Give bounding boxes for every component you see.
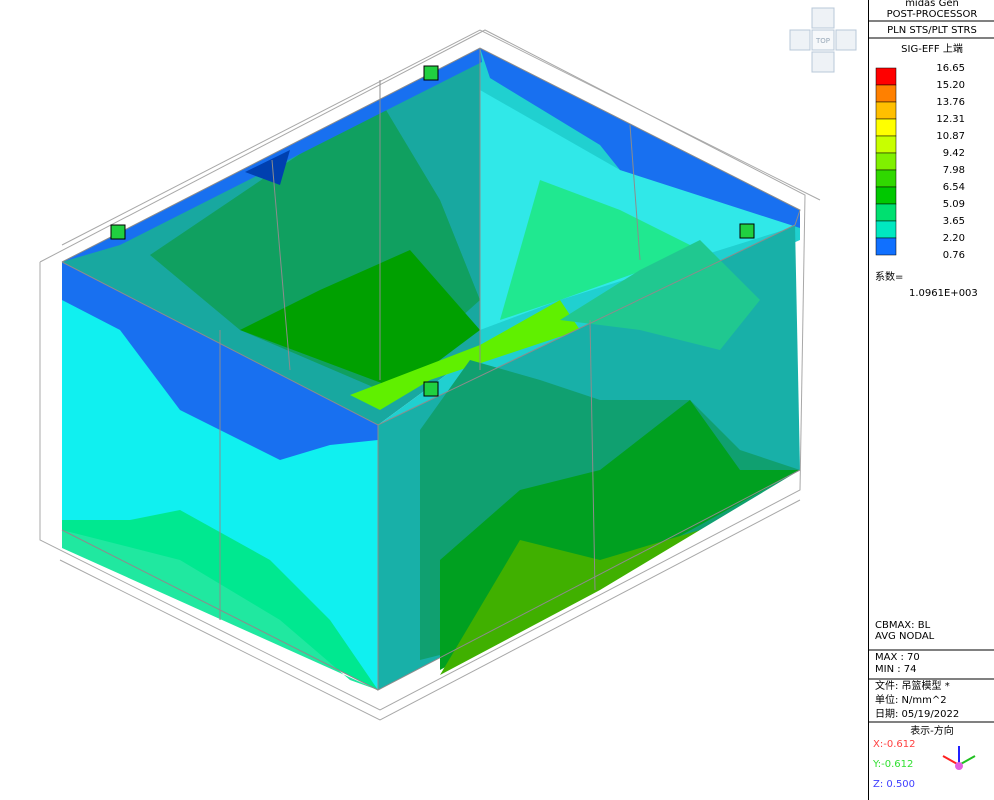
color-swatch xyxy=(875,169,897,188)
contour-region xyxy=(240,250,480,390)
date: 日期: 05/19/2022 xyxy=(875,708,959,720)
node-marker xyxy=(423,65,439,81)
scale-label: 0.76 xyxy=(943,250,965,261)
wire-frame xyxy=(39,29,806,711)
contour-region xyxy=(350,300,580,410)
wire-frame xyxy=(61,47,801,426)
app-name: midas Gen xyxy=(905,0,959,9)
wire-frame xyxy=(61,29,821,246)
color-swatch xyxy=(875,67,897,86)
contour-region xyxy=(440,470,800,675)
color-swatch xyxy=(875,237,897,256)
scale-label: 6.54 xyxy=(943,182,965,193)
scale-label: 15.20 xyxy=(936,80,965,91)
color-swatch xyxy=(875,118,897,137)
color-swatch xyxy=(875,101,897,120)
result-type: PLN STS/PLT STRS xyxy=(887,25,977,36)
component: SIG-EFF 上端 xyxy=(901,42,963,55)
node-marker xyxy=(423,381,439,397)
avg-nodal: AVG NODAL xyxy=(875,631,935,642)
max: MAX : 70 xyxy=(875,652,920,663)
view-y: Y:-0.612 xyxy=(872,759,913,770)
legend-panel: midas Gen POST-PROCESSOR PLN STS/PLT STR… xyxy=(868,0,994,800)
color-swatch xyxy=(875,152,897,171)
wire-frame xyxy=(59,499,801,721)
scale-label: 13.76 xyxy=(936,97,965,108)
color-swatch xyxy=(875,135,897,154)
factor-label: 系数= xyxy=(875,270,903,283)
scale-label: 12.31 xyxy=(936,114,965,125)
file: 文件: 吊篮模型 * xyxy=(875,679,950,692)
scale-label: 5.09 xyxy=(943,199,965,210)
mode: POST-PROCESSOR xyxy=(887,9,978,20)
view-direction: 表示-方向 xyxy=(910,724,954,737)
node-marker xyxy=(739,223,755,239)
model-view[interactable]: TOP xyxy=(0,0,868,800)
view-cube-label[interactable]: TOP xyxy=(815,37,830,45)
scale-label: 9.42 xyxy=(943,148,965,159)
scale-label: 16.65 xyxy=(936,63,965,74)
cbmax: CBMAX: BL xyxy=(875,620,931,631)
color-swatch xyxy=(875,186,897,205)
contour-region xyxy=(245,150,290,185)
wire-frame xyxy=(589,319,596,591)
scale-label: 3.65 xyxy=(943,216,965,227)
color-scale: 16.65 15.20 13.76 12.31 10.87 9.42 7.98 6.54 5.0… xyxy=(875,63,965,261)
contour-region xyxy=(500,180,700,320)
color-swatch xyxy=(875,220,897,239)
legend: midas Gen POST-PROCESSOR PLN STS/PLT STR… xyxy=(869,0,994,790)
contour-region xyxy=(560,240,760,350)
view-cube[interactable]: TOP xyxy=(789,7,857,73)
wire-frame xyxy=(271,159,291,371)
axis-icon xyxy=(942,746,976,770)
view-x: X:-0.612 xyxy=(873,739,915,750)
factor: 1.0961E+003 xyxy=(909,288,978,299)
color-swatch xyxy=(875,84,897,103)
min: MIN : 74 xyxy=(875,664,917,675)
scale-label: 10.87 xyxy=(936,131,965,142)
view-z: Z: 0.500 xyxy=(873,779,915,790)
scale-label: 2.20 xyxy=(943,233,965,244)
unit: 单位: N/mm^2 xyxy=(875,693,947,706)
color-swatch xyxy=(875,203,897,222)
scale-label: 7.98 xyxy=(943,165,965,176)
contour-region xyxy=(480,48,800,228)
node-marker xyxy=(110,224,126,240)
wire-frame xyxy=(629,124,641,261)
